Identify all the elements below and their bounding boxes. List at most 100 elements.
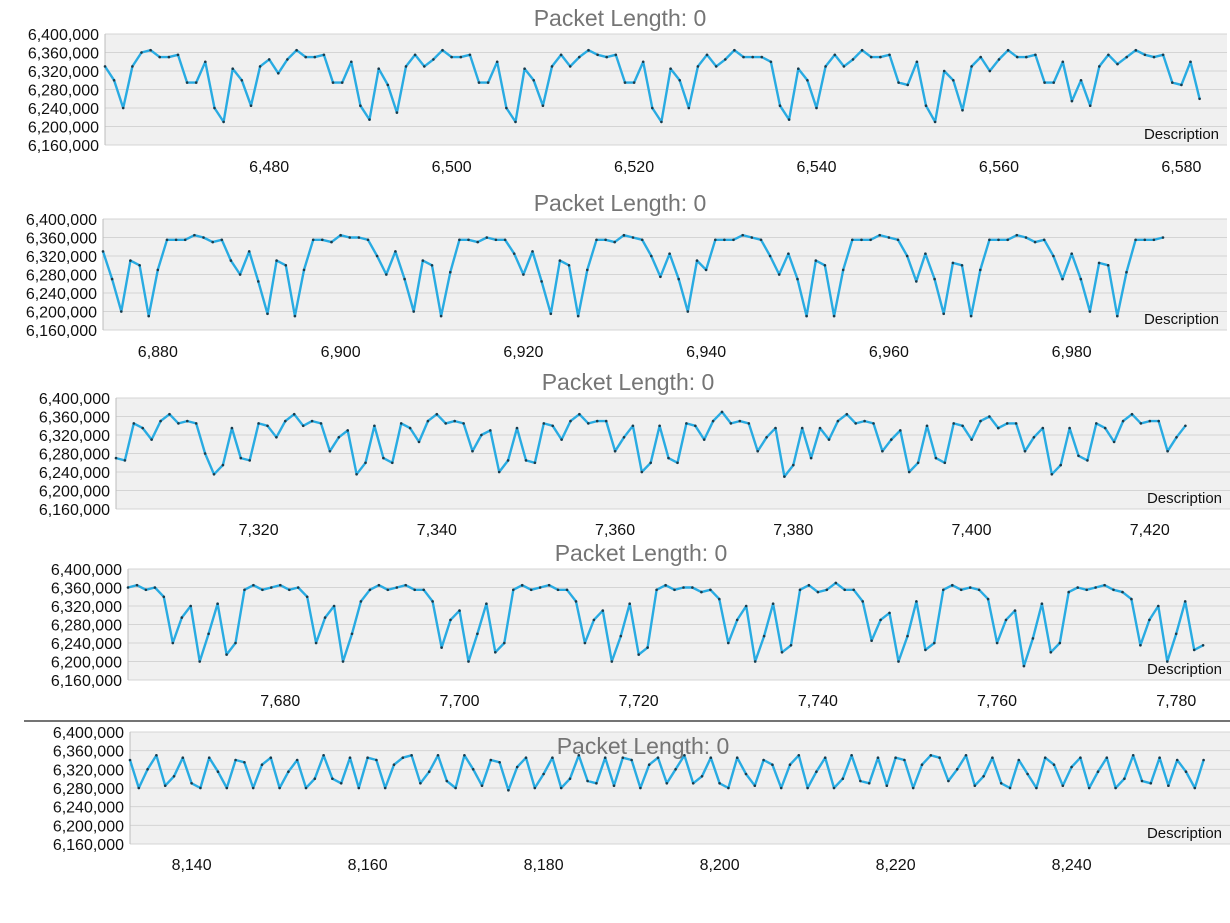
data-point bbox=[1143, 53, 1147, 57]
data-point bbox=[313, 55, 317, 59]
data-point bbox=[463, 754, 466, 757]
data-point bbox=[1015, 233, 1019, 237]
data-point bbox=[339, 782, 343, 785]
y-tick-label: 6,400,000 bbox=[39, 391, 110, 408]
data-point bbox=[123, 459, 127, 462]
data-point bbox=[1166, 449, 1169, 453]
data-point bbox=[216, 770, 220, 773]
data-point bbox=[646, 646, 649, 649]
data-point bbox=[1157, 419, 1160, 423]
data-point bbox=[126, 586, 130, 589]
data-point bbox=[212, 473, 216, 476]
data-point bbox=[559, 786, 563, 790]
data-point bbox=[649, 461, 652, 465]
data-point bbox=[277, 72, 280, 75]
data-point bbox=[1070, 99, 1074, 103]
data-point bbox=[1095, 422, 1098, 425]
chart-title: Packet Length: 0 bbox=[542, 369, 715, 395]
y-tick-label: 6,360,000 bbox=[39, 410, 110, 427]
data-point bbox=[373, 424, 376, 428]
data-point bbox=[1116, 62, 1119, 66]
data-point bbox=[310, 419, 314, 423]
data-point bbox=[287, 770, 290, 773]
data-point bbox=[907, 470, 911, 474]
data-point bbox=[637, 653, 640, 656]
data-point bbox=[165, 238, 169, 242]
data-point bbox=[769, 60, 773, 64]
data-point bbox=[979, 55, 982, 59]
data-point bbox=[843, 588, 846, 592]
x-tick-label: 6,500 bbox=[432, 159, 472, 176]
data-point bbox=[467, 660, 470, 663]
data-point bbox=[150, 438, 153, 441]
data-point bbox=[288, 588, 291, 592]
data-point bbox=[1125, 270, 1128, 274]
data-point bbox=[257, 422, 260, 425]
data-point bbox=[220, 238, 224, 242]
data-point bbox=[622, 233, 626, 237]
data-point bbox=[732, 238, 735, 242]
data-point bbox=[503, 238, 507, 242]
data-point bbox=[426, 419, 430, 423]
data-point bbox=[982, 775, 985, 778]
data-point bbox=[137, 786, 141, 790]
data-point bbox=[676, 461, 679, 465]
data-point bbox=[284, 264, 288, 267]
data-point bbox=[1123, 777, 1126, 780]
data-point bbox=[933, 641, 936, 645]
data-point bbox=[656, 756, 660, 759]
data-point bbox=[243, 761, 246, 764]
data-point bbox=[322, 53, 326, 57]
data-point bbox=[185, 81, 189, 84]
x-tick-label: 8,160 bbox=[348, 857, 388, 874]
y-tick-label: 6,320,000 bbox=[26, 249, 97, 266]
data-point bbox=[1004, 618, 1008, 622]
data-point bbox=[512, 588, 515, 592]
data-point bbox=[471, 768, 475, 771]
data-point bbox=[825, 588, 829, 592]
data-point bbox=[295, 48, 298, 52]
data-point bbox=[687, 106, 691, 110]
data-point bbox=[823, 756, 827, 759]
data-point bbox=[477, 81, 481, 84]
data-point bbox=[592, 618, 596, 622]
data-point bbox=[404, 583, 408, 587]
x-tick-label: 7,380 bbox=[773, 522, 813, 539]
x-tick-label: 7,400 bbox=[952, 522, 992, 539]
y-tick-label: 6,160,000 bbox=[28, 138, 99, 155]
data-point bbox=[121, 106, 125, 110]
data-point bbox=[988, 238, 991, 242]
data-point bbox=[899, 429, 902, 432]
data-point bbox=[551, 424, 554, 428]
data-point bbox=[1067, 590, 1070, 594]
x-tick-label: 6,900 bbox=[321, 344, 361, 361]
data-point bbox=[394, 250, 397, 253]
data-point bbox=[556, 588, 560, 592]
data-point bbox=[977, 588, 981, 592]
data-point bbox=[413, 588, 417, 592]
data-point bbox=[968, 586, 972, 589]
data-point bbox=[741, 233, 744, 237]
data-point bbox=[934, 456, 938, 460]
data-point bbox=[1006, 48, 1010, 52]
data-point bbox=[138, 264, 141, 267]
description-label: Description bbox=[1147, 825, 1222, 842]
data-point bbox=[601, 609, 605, 612]
data-point bbox=[1180, 83, 1183, 87]
data-point bbox=[659, 275, 662, 279]
data-point bbox=[120, 310, 123, 313]
data-point bbox=[742, 55, 745, 59]
data-point bbox=[1070, 765, 1073, 769]
data-point bbox=[328, 449, 332, 453]
x-tick-label: 6,880 bbox=[138, 344, 178, 361]
data-point bbox=[1068, 426, 1071, 430]
data-point bbox=[261, 588, 264, 592]
data-point bbox=[440, 646, 443, 649]
data-point bbox=[180, 616, 184, 619]
data-point bbox=[412, 310, 416, 313]
data-point bbox=[132, 422, 136, 425]
data-point bbox=[961, 109, 964, 112]
data-point bbox=[733, 48, 736, 52]
data-point bbox=[207, 632, 210, 636]
data-point bbox=[664, 583, 667, 587]
